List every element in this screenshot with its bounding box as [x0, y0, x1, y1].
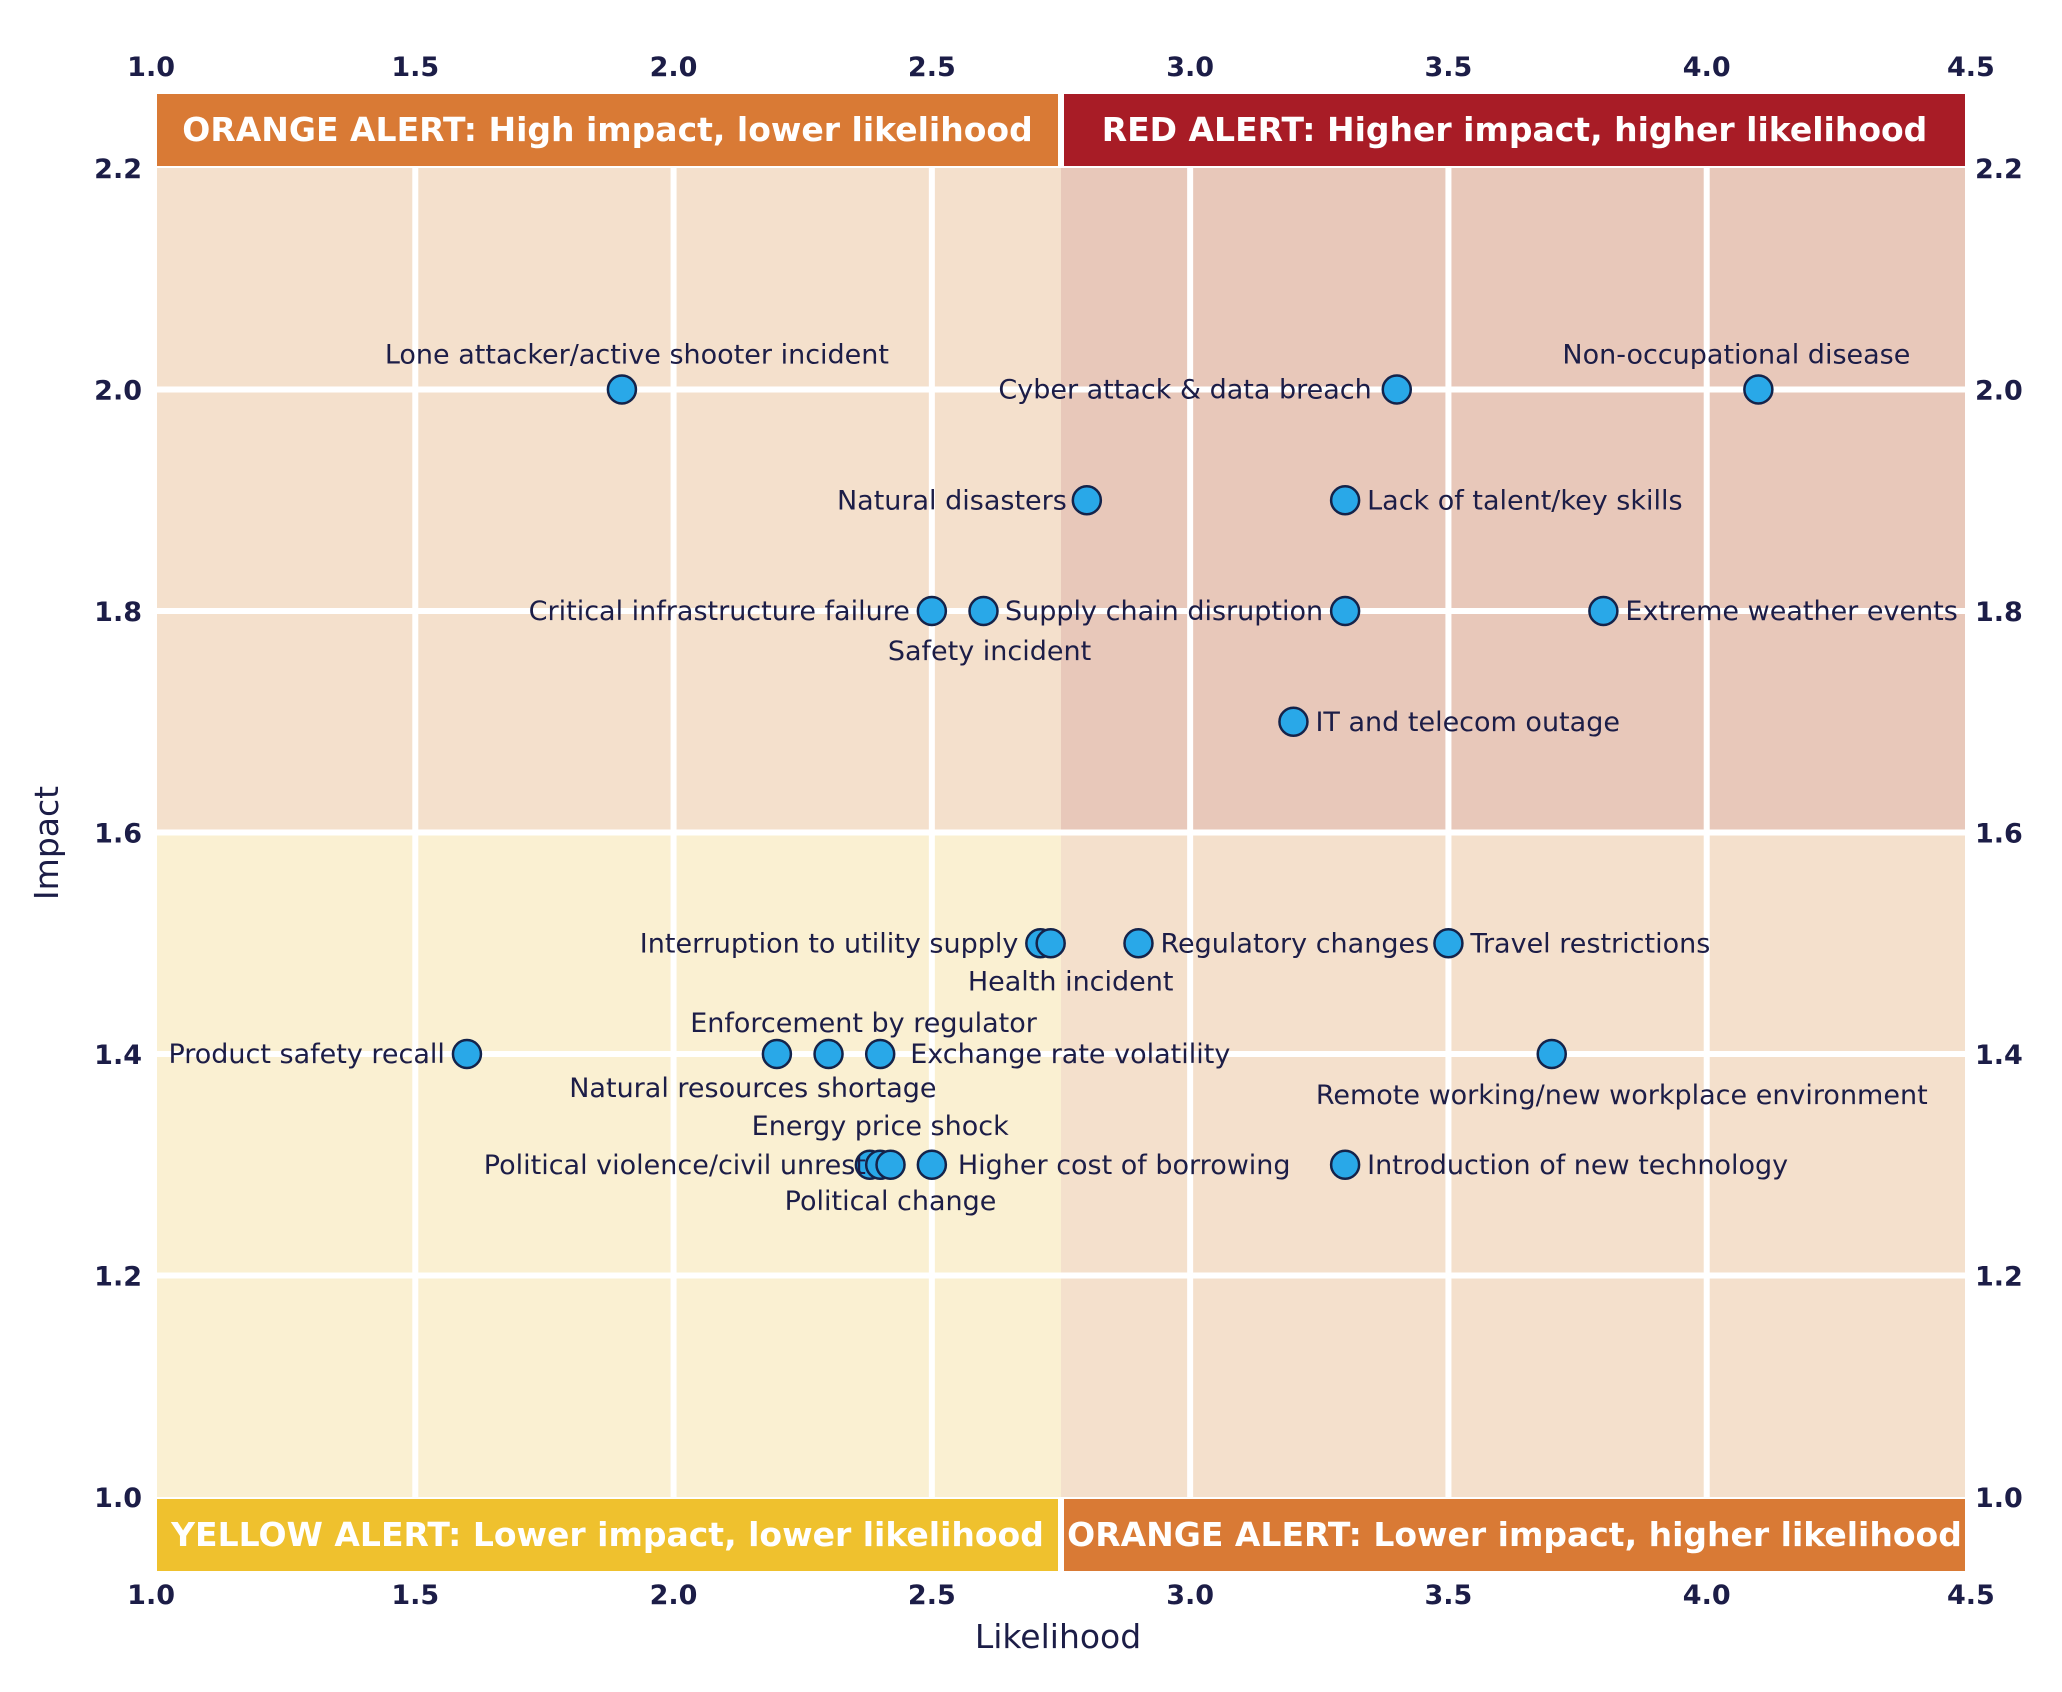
data-point-label: Higher cost of borrowing — [958, 1150, 1291, 1181]
data-point — [1329, 595, 1361, 627]
data-point-label: Non-occupational disease — [1562, 340, 1910, 371]
data-point-label: Natural disasters — [837, 485, 1067, 516]
data-point-label: Introduction of new technology — [1367, 1150, 1788, 1181]
quadrant-areas — [157, 168, 1965, 1497]
data-point-label: Energy price shock — [752, 1111, 1009, 1142]
banner-top-left — [157, 94, 1058, 166]
y-tick-left: 1.6 — [94, 819, 142, 850]
data-point — [813, 1038, 844, 1070]
banner-bottom-right — [1064, 1499, 1965, 1571]
data-point — [968, 595, 999, 627]
data-point — [1381, 374, 1413, 405]
x-tick-bottom: 4.5 — [1947, 1580, 1995, 1611]
quadrant-top-right — [1061, 168, 1965, 833]
data-point-label: Natural resources shortage — [569, 1073, 936, 1104]
data-point — [916, 1149, 948, 1180]
data-point — [916, 595, 948, 627]
data-point — [1588, 595, 1619, 627]
y-tick-right: 2.2 — [1975, 154, 2023, 185]
banner-top-right — [1064, 94, 1965, 166]
data-point-label: Product safety recall — [168, 1039, 445, 1070]
data-point — [1433, 928, 1464, 959]
x-tick-top: 1.0 — [127, 52, 175, 83]
x-tick-bottom: 3.0 — [1166, 1580, 1214, 1611]
data-point-label: Regulatory changes — [1160, 928, 1429, 959]
x-tick-top: 3.5 — [1425, 52, 1473, 83]
y-tick-right: 1.8 — [1975, 597, 2023, 628]
x-tick-bottom: 2.0 — [650, 1580, 698, 1611]
grid-lines — [157, 168, 1965, 1497]
data-point — [606, 374, 638, 405]
data-point-label: Travel restrictions — [1469, 928, 1710, 959]
data-point-label: Enforcement by regulator — [690, 1008, 1038, 1039]
quadrant-top-left — [157, 168, 1061, 833]
banner-bottom-left — [157, 1499, 1058, 1571]
data-point — [1123, 928, 1154, 959]
data-point-label: Cyber attack & data breach — [998, 375, 1371, 406]
x-tick-top: 4.5 — [1947, 52, 1995, 83]
x-tick-top: 2.5 — [908, 52, 956, 83]
data-point-label: Lone attacker/active shooter incident — [385, 340, 889, 371]
data-point — [864, 1038, 896, 1070]
quadrant-bottom-left — [157, 832, 1061, 1497]
data-point-label: Supply chain disruption — [1005, 596, 1323, 627]
y-tick-left: 1.8 — [94, 597, 142, 628]
data-point-label: Political change — [785, 1186, 997, 1217]
axis-ticks: 1.0 1.0 1.5 1.5 2.0 2.0 2.5 2.5 3.0 3.0 3.5 3.5 4.0 4… — [94, 52, 2023, 1611]
y-tick-left: 1.4 — [94, 1040, 142, 1071]
y-tick-right: 1.0 — [1975, 1483, 2023, 1514]
x-tick-bottom: 4.0 — [1683, 1580, 1731, 1611]
alert-banners: ORANGE ALERT: High impact, lower likelih… — [157, 94, 1965, 1571]
banner-bottom-left-label: YELLOW ALERT: Lower impact, lower likeli… — [170, 1515, 1044, 1554]
y-tick-right: 1.2 — [1975, 1262, 2023, 1293]
data-point — [761, 1038, 793, 1070]
x-tick-bottom: 1.5 — [391, 1580, 439, 1611]
x-tick-bottom: 2.5 — [908, 1580, 956, 1611]
data-point-label: Political violence/civil unrest — [484, 1150, 866, 1181]
data-point-label: Exchange rate volatility — [910, 1039, 1230, 1070]
x-tick-top: 2.0 — [650, 52, 698, 83]
y-tick-left: 1.0 — [94, 1483, 142, 1514]
data-point — [1278, 706, 1309, 737]
y-tick-right: 1.6 — [1975, 819, 2023, 850]
data-point-label: Extreme weather events — [1625, 596, 1957, 627]
data-point — [451, 1038, 483, 1070]
data-point-label: Critical infrastructure failure — [529, 596, 910, 627]
data-point — [875, 1149, 906, 1180]
data-point — [1329, 1149, 1361, 1180]
y-tick-left: 1.2 — [94, 1262, 142, 1293]
x-tick-top: 3.0 — [1166, 52, 1214, 83]
y-axis-title: Impact — [27, 786, 66, 900]
x-axis-title: Likelihood — [975, 1617, 1141, 1656]
data-point-label: Safety incident — [888, 636, 1091, 667]
quadrant-bottom-right — [1061, 832, 1965, 1497]
point-labels: Lone attacker/active shooter incident Cyb… — [168, 340, 1957, 1217]
data-points — [451, 374, 1774, 1180]
x-tick-bottom: 3.5 — [1425, 1580, 1473, 1611]
x-tick-top: 4.0 — [1683, 52, 1731, 83]
data-point — [1071, 485, 1103, 516]
y-tick-right: 2.0 — [1975, 376, 2023, 407]
x-tick-top: 1.5 — [391, 52, 439, 83]
data-point — [1329, 485, 1361, 516]
data-point-label: Remote working/new workplace environment — [1316, 1080, 1928, 1111]
data-point — [1536, 1038, 1567, 1070]
data-point-label: Interruption to utility supply — [640, 928, 1019, 959]
data-point-label: Health incident — [968, 966, 1174, 997]
data-point-label: IT and telecom outage — [1315, 707, 1620, 738]
data-point — [1035, 928, 1066, 959]
y-tick-right: 1.4 — [1975, 1040, 2023, 1071]
banner-top-right-label: RED ALERT: Higher impact, higher likelih… — [1102, 110, 1928, 149]
y-tick-left: 2.2 — [94, 154, 142, 185]
banner-bottom-right-label: ORANGE ALERT: Lower impact, higher likel… — [1067, 1515, 1962, 1554]
x-tick-bottom: 1.0 — [127, 1580, 175, 1611]
y-tick-left: 2.0 — [94, 376, 142, 407]
data-point — [1743, 374, 1774, 405]
banner-top-left-label: ORANGE ALERT: High impact, lower likelih… — [182, 110, 1032, 149]
data-point-label: Lack of talent/key skills — [1367, 485, 1682, 516]
